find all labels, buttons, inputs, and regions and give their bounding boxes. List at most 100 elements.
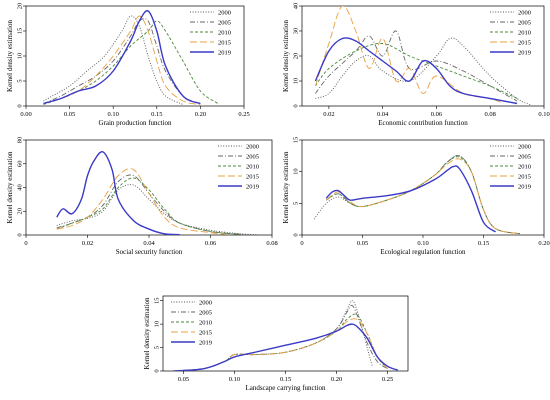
legend-label: 2019 [246, 183, 259, 190]
series-line-2019 [56, 151, 180, 235]
series-line-2015 [315, 6, 504, 104]
x-tick-label: 0.25 [238, 111, 249, 118]
x-tick-label: 0.05 [178, 376, 189, 383]
legend-label: 2005 [518, 153, 531, 160]
legend: 2000 2005 2010 2015 2019 [171, 299, 212, 346]
chart-panel-2: 0.02 0.04 0.06 0.08 0.10 0 10 20 30 40 Economic co… [282, 3, 550, 127]
series-line-2019 [325, 165, 497, 233]
chart-panel-1: 0.00 0.05 0.10 0.15 0.20 0.25 0 5 10 15 20 Grain pr… [6, 3, 250, 127]
series-line-2019 [43, 10, 201, 105]
x-axis-label: Social security function [116, 248, 183, 256]
legend-label: 2005 [218, 19, 231, 26]
legend: 2000 2005 2010 2015 2019 [490, 143, 531, 190]
x-tick-label: 0 [24, 240, 27, 247]
series-line-2010 [56, 177, 242, 235]
chart-panel-5: 0.05 0.10 0.15 0.20 0.25 0 5 10 15 Landscape carr… [143, 295, 409, 392]
legend-label: 2005 [518, 19, 531, 26]
x-tick-label: 0.02 [323, 111, 334, 118]
x-tick-label: 0.15 [478, 240, 489, 247]
series-line-2000 [56, 184, 257, 235]
legend-label: 2019 [218, 49, 231, 56]
legend-label: 2005 [246, 153, 259, 160]
y-tick-label: 10 [293, 78, 300, 85]
y-axis-label: Kernel density estimation [6, 151, 14, 223]
y-tick-label: 20 [17, 208, 24, 215]
legend-label: 2010 [246, 163, 259, 170]
y-tick-label: 40 [17, 184, 24, 191]
chart-panel-4: 0 0.05 0.10 0.15 0.20 0 5 10 15 Ecological regula… [282, 137, 550, 256]
x-axis-label: Ecological regulation function [380, 248, 466, 256]
x-tick-label: 0.10 [538, 111, 549, 118]
series-line-2000 [43, 15, 184, 105]
chart-panel-3: 0 0.02 0.04 0.06 0.08 0 20 40 60 80 Social securit… [6, 137, 278, 256]
series-line-2015 [43, 15, 201, 105]
x-tick-label: 0.15 [280, 376, 291, 383]
x-axis-label: Landscape carrying function [245, 384, 326, 392]
series-line-2015 [56, 168, 226, 235]
legend-label: 2010 [199, 319, 212, 326]
x-tick-label: 0.06 [431, 111, 443, 118]
y-tick-label: 15 [293, 137, 300, 144]
plot-frame [301, 139, 545, 236]
y-tick-label: 5 [293, 202, 300, 205]
legend: 2000 2005 2010 2015 2019 [490, 9, 531, 56]
plot-frame [25, 5, 245, 107]
y-tick-label: 30 [293, 28, 300, 35]
x-axis-label: Economic contribution function [378, 119, 468, 127]
legend-label: 2000 [199, 299, 212, 306]
legend-label: 2015 [199, 329, 212, 336]
legend-label: 2000 [246, 143, 259, 150]
x-tick-label: 0.10 [229, 376, 240, 383]
x-tick-label: 0.15 [151, 111, 162, 118]
legend-label: 2019 [518, 183, 531, 190]
y-tick-label: 10 [17, 53, 24, 60]
legend-label: 2010 [518, 163, 531, 170]
legend-label: 2010 [518, 29, 531, 36]
y-tick-label: 10 [293, 168, 300, 175]
x-tick-label: 0.10 [417, 240, 428, 247]
x-tick-label: 0.04 [377, 111, 389, 118]
series-line-2019 [314, 37, 518, 105]
legend-label: 2015 [518, 173, 531, 180]
y-tick-label: 10 [154, 321, 161, 328]
y-tick-label: 0 [293, 104, 300, 107]
x-tick-label: 0.20 [331, 376, 342, 383]
series-line-2005 [56, 174, 242, 235]
legend: 2000 2005 2010 2015 2019 [218, 143, 259, 190]
legend-label: 2000 [518, 143, 531, 150]
x-tick-label: 0.00 [20, 111, 31, 118]
y-tick-label: 0 [17, 233, 24, 236]
plot-frame [25, 139, 273, 236]
x-tick-label: 0.10 [108, 111, 119, 118]
x-axis-label: Grain production function [98, 119, 172, 127]
legend: 2000 2005 2010 2015 2019 [190, 9, 231, 56]
y-tick-label: 15 [17, 28, 24, 35]
y-tick-label: 0 [293, 233, 300, 236]
y-tick-label: 20 [17, 3, 24, 10]
x-tick-label: 0.25 [382, 376, 393, 383]
legend-label: 2015 [246, 173, 259, 180]
x-tick-label: 0.04 [143, 240, 155, 247]
y-tick-label: 5 [17, 79, 24, 82]
y-tick-label: 20 [293, 53, 300, 60]
y-tick-label: 0 [17, 104, 24, 107]
x-tick-label: 0.20 [538, 240, 549, 247]
y-tick-label: 40 [293, 3, 300, 10]
series-line-2019 [173, 323, 399, 371]
legend-label: 2019 [518, 49, 531, 56]
series-line-2005 [43, 18, 201, 104]
legend-label: 2010 [218, 29, 231, 36]
series-line-2005 [325, 155, 520, 235]
y-axis-label: Kernel density estimation [6, 20, 14, 92]
x-tick-label: 0.08 [266, 240, 277, 247]
legend-label: 2015 [218, 39, 231, 46]
y-tick-label: 15 [154, 297, 161, 304]
series-line-2005 [315, 30, 518, 102]
legend-label: 2005 [199, 309, 212, 316]
series-line-2015 [325, 158, 520, 235]
y-tick-label: 80 [17, 137, 24, 144]
x-tick-label: 0.05 [64, 111, 75, 118]
x-tick-label: 0 [300, 240, 303, 247]
y-tick-label: 0 [154, 369, 161, 372]
